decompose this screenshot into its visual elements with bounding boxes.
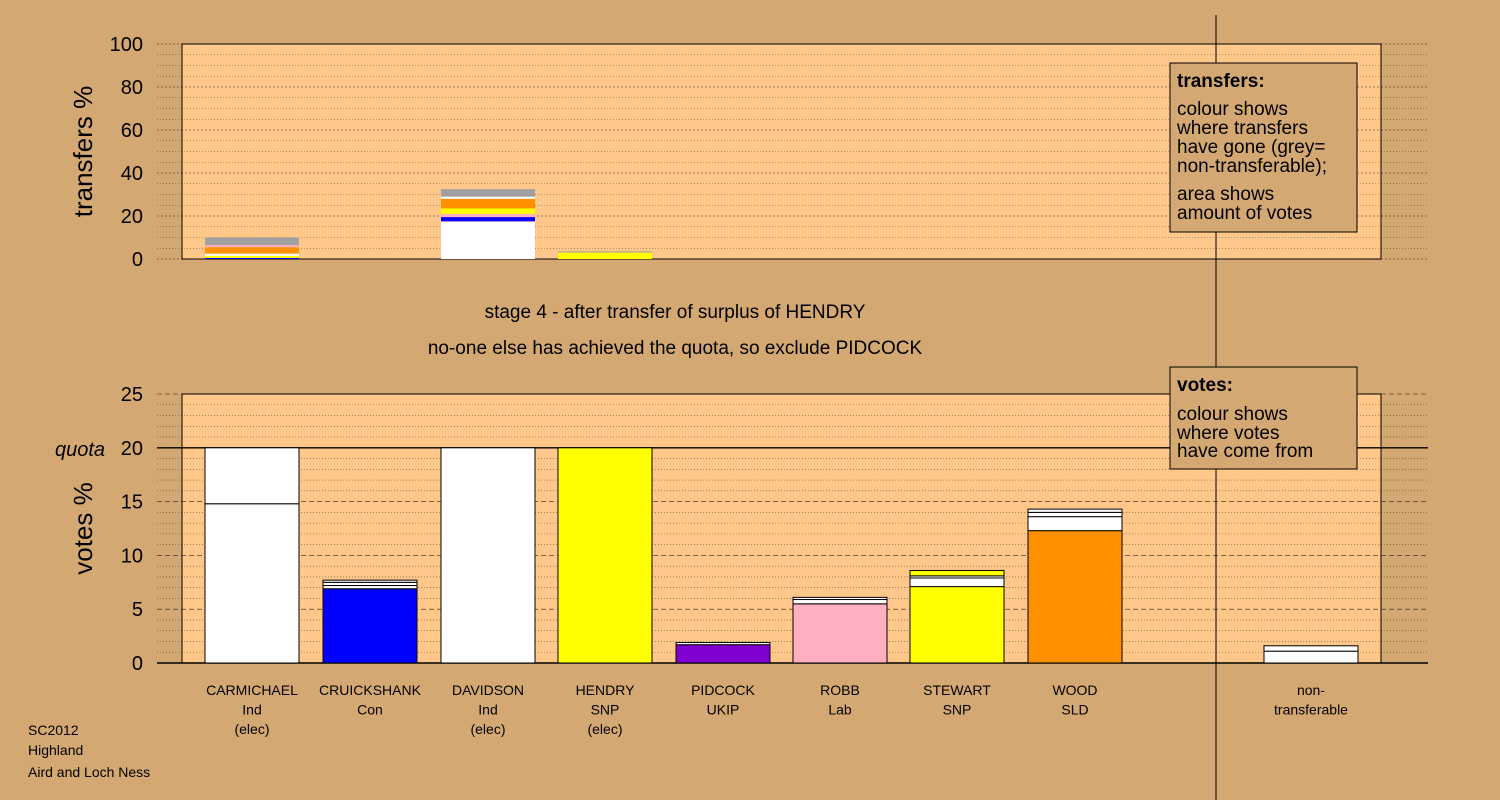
vote-bar-segment-non-transferable: [1263, 645, 1359, 652]
vote-bar-segment-robb: [792, 603, 888, 664]
votes-legend-line: colour shows: [1177, 404, 1288, 425]
transfer-bar-segment-hendry: [558, 252, 652, 259]
candidate-name-label: non-: [1297, 682, 1325, 698]
vote-bar-segment-stewart: [909, 586, 1005, 664]
vote-bar-segment-non-transferable: [1263, 650, 1359, 664]
candidate-name-label: ROBB: [820, 682, 860, 698]
candidate-name-label: HENDRY: [576, 682, 636, 698]
transfers-legend-line: have gone (grey=: [1177, 137, 1325, 158]
vote-bar-segment-pidcock: [675, 642, 771, 646]
vote-bar-segment-hendry: [557, 447, 653, 664]
transfers-legend-line: amount of votes: [1177, 203, 1312, 224]
vote-bar-segment-carmichael: [204, 447, 300, 505]
votes-y-axis-label: votes %: [68, 482, 98, 575]
candidate-name-label: STEWART: [923, 682, 991, 698]
candidate-party-label: Ind: [242, 702, 261, 718]
votes-y-tick-label: 20: [121, 438, 143, 460]
votes-y-tick-label: 0: [132, 653, 143, 675]
candidate-name-label: PIDCOCK: [691, 682, 755, 698]
stage-subtitle: no-one else has achieved the quota, so e…: [428, 338, 923, 359]
votes-y-tick-label: 25: [121, 384, 143, 406]
transfers-y-tick-label: 0: [132, 249, 143, 271]
transfers-y-tick-label: 60: [121, 120, 143, 142]
vote-bar-segment-robb: [792, 599, 888, 605]
transfer-bar-segment-davidson: [441, 189, 535, 197]
candidate-party-label: Lab: [828, 702, 852, 718]
votes-y-tick-label: 15: [121, 492, 143, 514]
candidate-party-label: Ind: [478, 702, 497, 718]
candidate-status-label: (elec): [470, 721, 505, 737]
quota-label: quota: [55, 439, 105, 461]
transfers-legend-box: [1169, 62, 1358, 233]
votes-legend-title: votes:: [1177, 375, 1233, 396]
stage-title: stage 4 - after transfer of surplus of H…: [485, 302, 866, 323]
transfer-bar-segment-carmichael: [205, 247, 299, 254]
footer-ward: Aird and Loch Ness: [28, 764, 150, 780]
transfer-bar-segment-hendry: [558, 251, 652, 253]
votes-y-tick-label: 10: [121, 545, 143, 567]
votes-legend: votes: colour shows where votes have com…: [1169, 366, 1358, 470]
transfers-legend: transfers: colour shows where transfers …: [1169, 62, 1358, 233]
transfers-y-tick-label: 40: [121, 163, 143, 185]
votes-legend-line: have come from: [1177, 441, 1313, 462]
transfers-y-tick-label: 20: [121, 206, 143, 228]
footer-election: SC2012: [28, 722, 79, 738]
transfer-bar-segment-carmichael: [205, 253, 299, 256]
vote-bar-segment-stewart: [909, 569, 1005, 577]
transfer-bar-segment-carmichael: [205, 245, 299, 248]
transfer-bar-segment-carmichael: [205, 237, 299, 246]
votes-y-tick-label: 5: [132, 599, 143, 621]
transfers-legend-line: non-transferable);: [1177, 156, 1327, 177]
vote-bar-segment-stewart: [909, 577, 1005, 588]
transfer-bar-segment-carmichael: [205, 255, 299, 258]
vote-bar-segment-cruickshank: [322, 579, 418, 583]
transfers-legend-line: where transfers: [1176, 118, 1308, 139]
transfers-y-tick-label: 80: [121, 77, 143, 99]
transfer-bar-segment-davidson: [441, 196, 535, 199]
candidate-party-label: Con: [357, 702, 383, 718]
candidate-name-label: transferable: [1274, 702, 1348, 718]
transfer-bar-segment-davidson: [441, 208, 535, 214]
vote-bar-segment-carmichael: [204, 503, 300, 664]
candidate-party-label: SLD: [1061, 702, 1088, 718]
transfer-bar-segment-carmichael: [205, 257, 299, 259]
candidate-party-label: SNP: [943, 702, 972, 718]
candidate-party-label: SNP: [591, 702, 620, 718]
vote-bar-segment-pidcock: [675, 644, 771, 664]
candidate-name-label: DAVIDSON: [452, 682, 524, 698]
votes-legend-line: where votes: [1176, 423, 1279, 444]
transfers-y-tick-label: 100: [110, 34, 143, 56]
candidate-name-label: WOOD: [1052, 682, 1097, 698]
transfer-bar-segment-davidson: [441, 221, 535, 259]
votes-legend-box: [1169, 366, 1358, 470]
vote-bar-segment-robb: [792, 596, 888, 601]
candidate-status-label: (elec): [234, 721, 269, 737]
vote-bar-segment-wood: [1027, 511, 1123, 518]
candidate-party-label: UKIP: [707, 702, 740, 718]
vote-bar-segment-wood: [1027, 508, 1123, 513]
candidate-name-label: CRUICKSHANK: [319, 682, 422, 698]
transfer-bar-segment-davidson: [441, 198, 535, 209]
transfers-y-axis-label: transfers %: [68, 86, 98, 218]
transfer-bar-segment-davidson: [441, 217, 535, 222]
vote-bar-segment-wood: [1027, 516, 1123, 532]
vote-bar-segment-davidson: [440, 447, 536, 664]
candidate-status-label: (elec): [587, 721, 622, 737]
vote-bar-segment-wood: [1027, 530, 1123, 664]
footer-council: Highland: [28, 742, 83, 758]
transfers-legend-line: area shows: [1177, 184, 1274, 205]
transfer-bar-segment-davidson: [441, 213, 535, 218]
vote-bar-segment-cruickshank: [322, 588, 418, 664]
transfers-legend-title: transfers:: [1177, 71, 1265, 92]
candidate-name-label: CARMICHAEL: [206, 682, 298, 698]
transfers-legend-line: colour shows: [1177, 99, 1288, 120]
